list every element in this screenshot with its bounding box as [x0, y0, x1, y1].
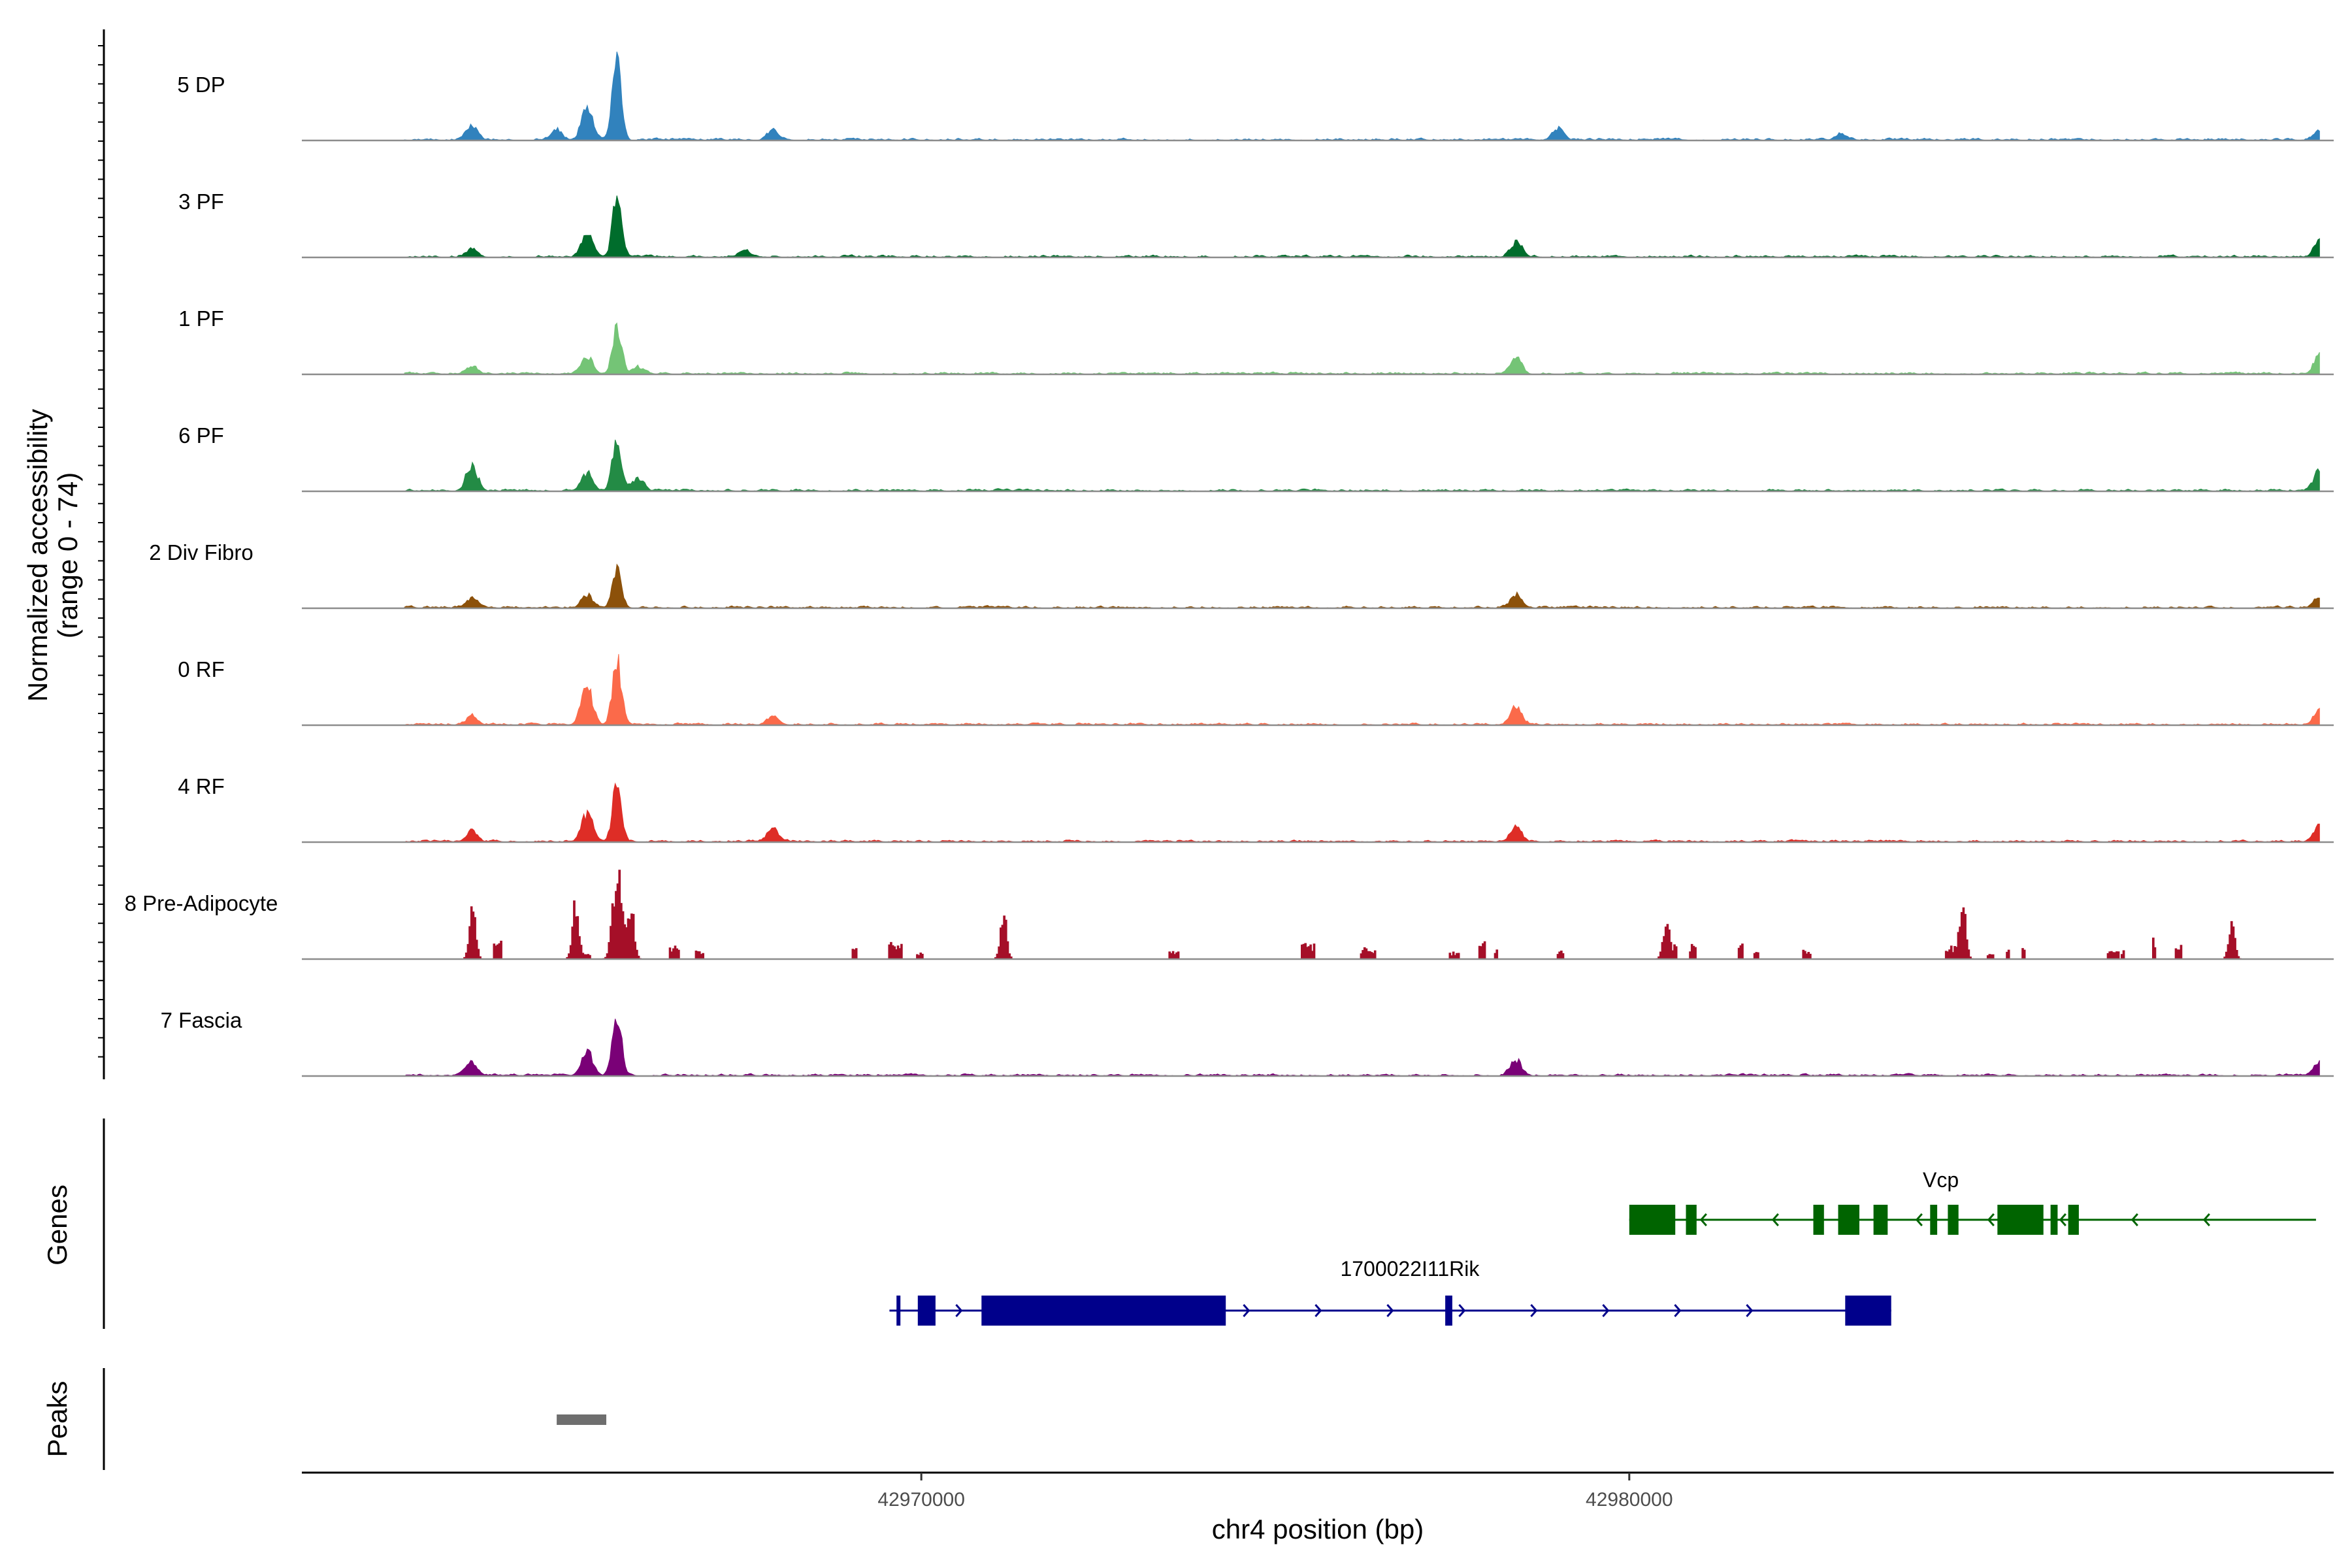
strand-arrow [1386, 1304, 1394, 1317]
gene-exon [1845, 1296, 1891, 1326]
coverage-track: 8 Pre-Adipocyte [125, 870, 2334, 960]
coverage-area [404, 563, 2320, 609]
gene-exon [1445, 1296, 1452, 1326]
strand-arrow [1771, 1213, 1779, 1226]
track-label: 2 Div Fibro [149, 540, 253, 564]
coverage-area [404, 439, 2320, 492]
gene-exon [1873, 1205, 1888, 1235]
coverage-track: 1 PF [178, 306, 2334, 376]
coverage-track: 4 RF [178, 774, 2334, 843]
strand-arrow [2202, 1213, 2210, 1226]
x-tick-label: 42970000 [877, 1489, 964, 1511]
coverage-area [404, 782, 2320, 843]
gene-exon [1813, 1205, 1824, 1235]
gene-exon [2050, 1205, 2058, 1235]
strand-arrow [2059, 1213, 2066, 1226]
gene-exon [1686, 1205, 1697, 1235]
strand-arrow [1915, 1213, 1923, 1226]
gene-exon [1948, 1205, 1959, 1235]
strand-arrow [1315, 1304, 1322, 1317]
strand-arrow [1602, 1304, 1610, 1317]
strand-arrow [1243, 1304, 1250, 1317]
coverage-y-title: Normalized accessibility (range 0 - 74) [22, 409, 83, 702]
gene-label: Vcp [1923, 1168, 1959, 1192]
track-label: 7 Fascia [161, 1008, 242, 1032]
strand-arrow [1746, 1304, 1754, 1317]
coverage-tracks: 5 DP 3 PF 1 PF 6 PF 2 Div Fibro 0 RF 4 RF 8 Pre… [125, 51, 2334, 1077]
genes-track: Vcp 1700022I11Rik [889, 1168, 2316, 1326]
coverage-track: 0 RF [178, 654, 2334, 727]
strand-arrow [1530, 1304, 1538, 1317]
y-title-line1: Normalized accessibility [22, 409, 53, 702]
y-title-line2: (range 0 - 74) [52, 472, 83, 638]
genes-panel-title: Genes [42, 1184, 73, 1266]
gene-exon [896, 1296, 901, 1326]
peaks-panel-title: Peaks [42, 1381, 73, 1458]
track-label: 3 PF [178, 189, 224, 214]
strand-arrow [1699, 1213, 1707, 1226]
strand-arrow [1674, 1304, 1682, 1317]
coverage-track: 7 Fascia [161, 1008, 2334, 1077]
coverage-area [404, 195, 2320, 258]
track-label: 6 PF [178, 423, 224, 448]
coverage-track: 3 PF [178, 189, 2334, 259]
coverage-track: 5 DP [177, 51, 2334, 142]
x-tick-label: 42980000 [1586, 1489, 1673, 1511]
coverage-track: 6 PF [178, 423, 2334, 493]
gene-exon [917, 1296, 936, 1326]
gene-label: 1700022I11Rik [1340, 1257, 1480, 1281]
coverage-track: 2 Div Fibro [149, 540, 2334, 610]
strand-arrow [2131, 1213, 2138, 1226]
coverage-y-ticks [98, 45, 104, 1058]
track-label: 4 RF [178, 774, 225, 798]
gene-exon [1838, 1205, 1859, 1235]
x-axis-title: chr4 position (bp) [1212, 1514, 1424, 1544]
coverage-area [403, 1019, 2320, 1077]
track-label: 0 RF [178, 657, 225, 681]
gene-exon [981, 1296, 1226, 1326]
gene-exon [1997, 1205, 2044, 1235]
x-axis-ticks: 42970000 42980000 [877, 1473, 1673, 1511]
strand-arrow [1458, 1304, 1466, 1317]
coverage-area [404, 654, 2320, 726]
strand-arrow [955, 1304, 963, 1317]
gene-model: Vcp [1629, 1168, 2316, 1235]
gene-exon [1629, 1205, 1676, 1235]
track-label: 8 Pre-Adipocyte [125, 891, 278, 915]
track-label: 5 DP [177, 73, 225, 97]
peaks-track [557, 1414, 606, 1425]
gene-exon [1930, 1205, 1938, 1235]
track-label: 1 PF [178, 306, 224, 331]
strand-arrow [1987, 1213, 1995, 1226]
coverage-area [404, 51, 2320, 141]
coverage-area [404, 322, 2320, 375]
gene-exon [2068, 1205, 2079, 1235]
coverage-area [404, 870, 2321, 960]
peak-region [557, 1414, 606, 1425]
gene-model: 1700022I11Rik [889, 1257, 1891, 1326]
